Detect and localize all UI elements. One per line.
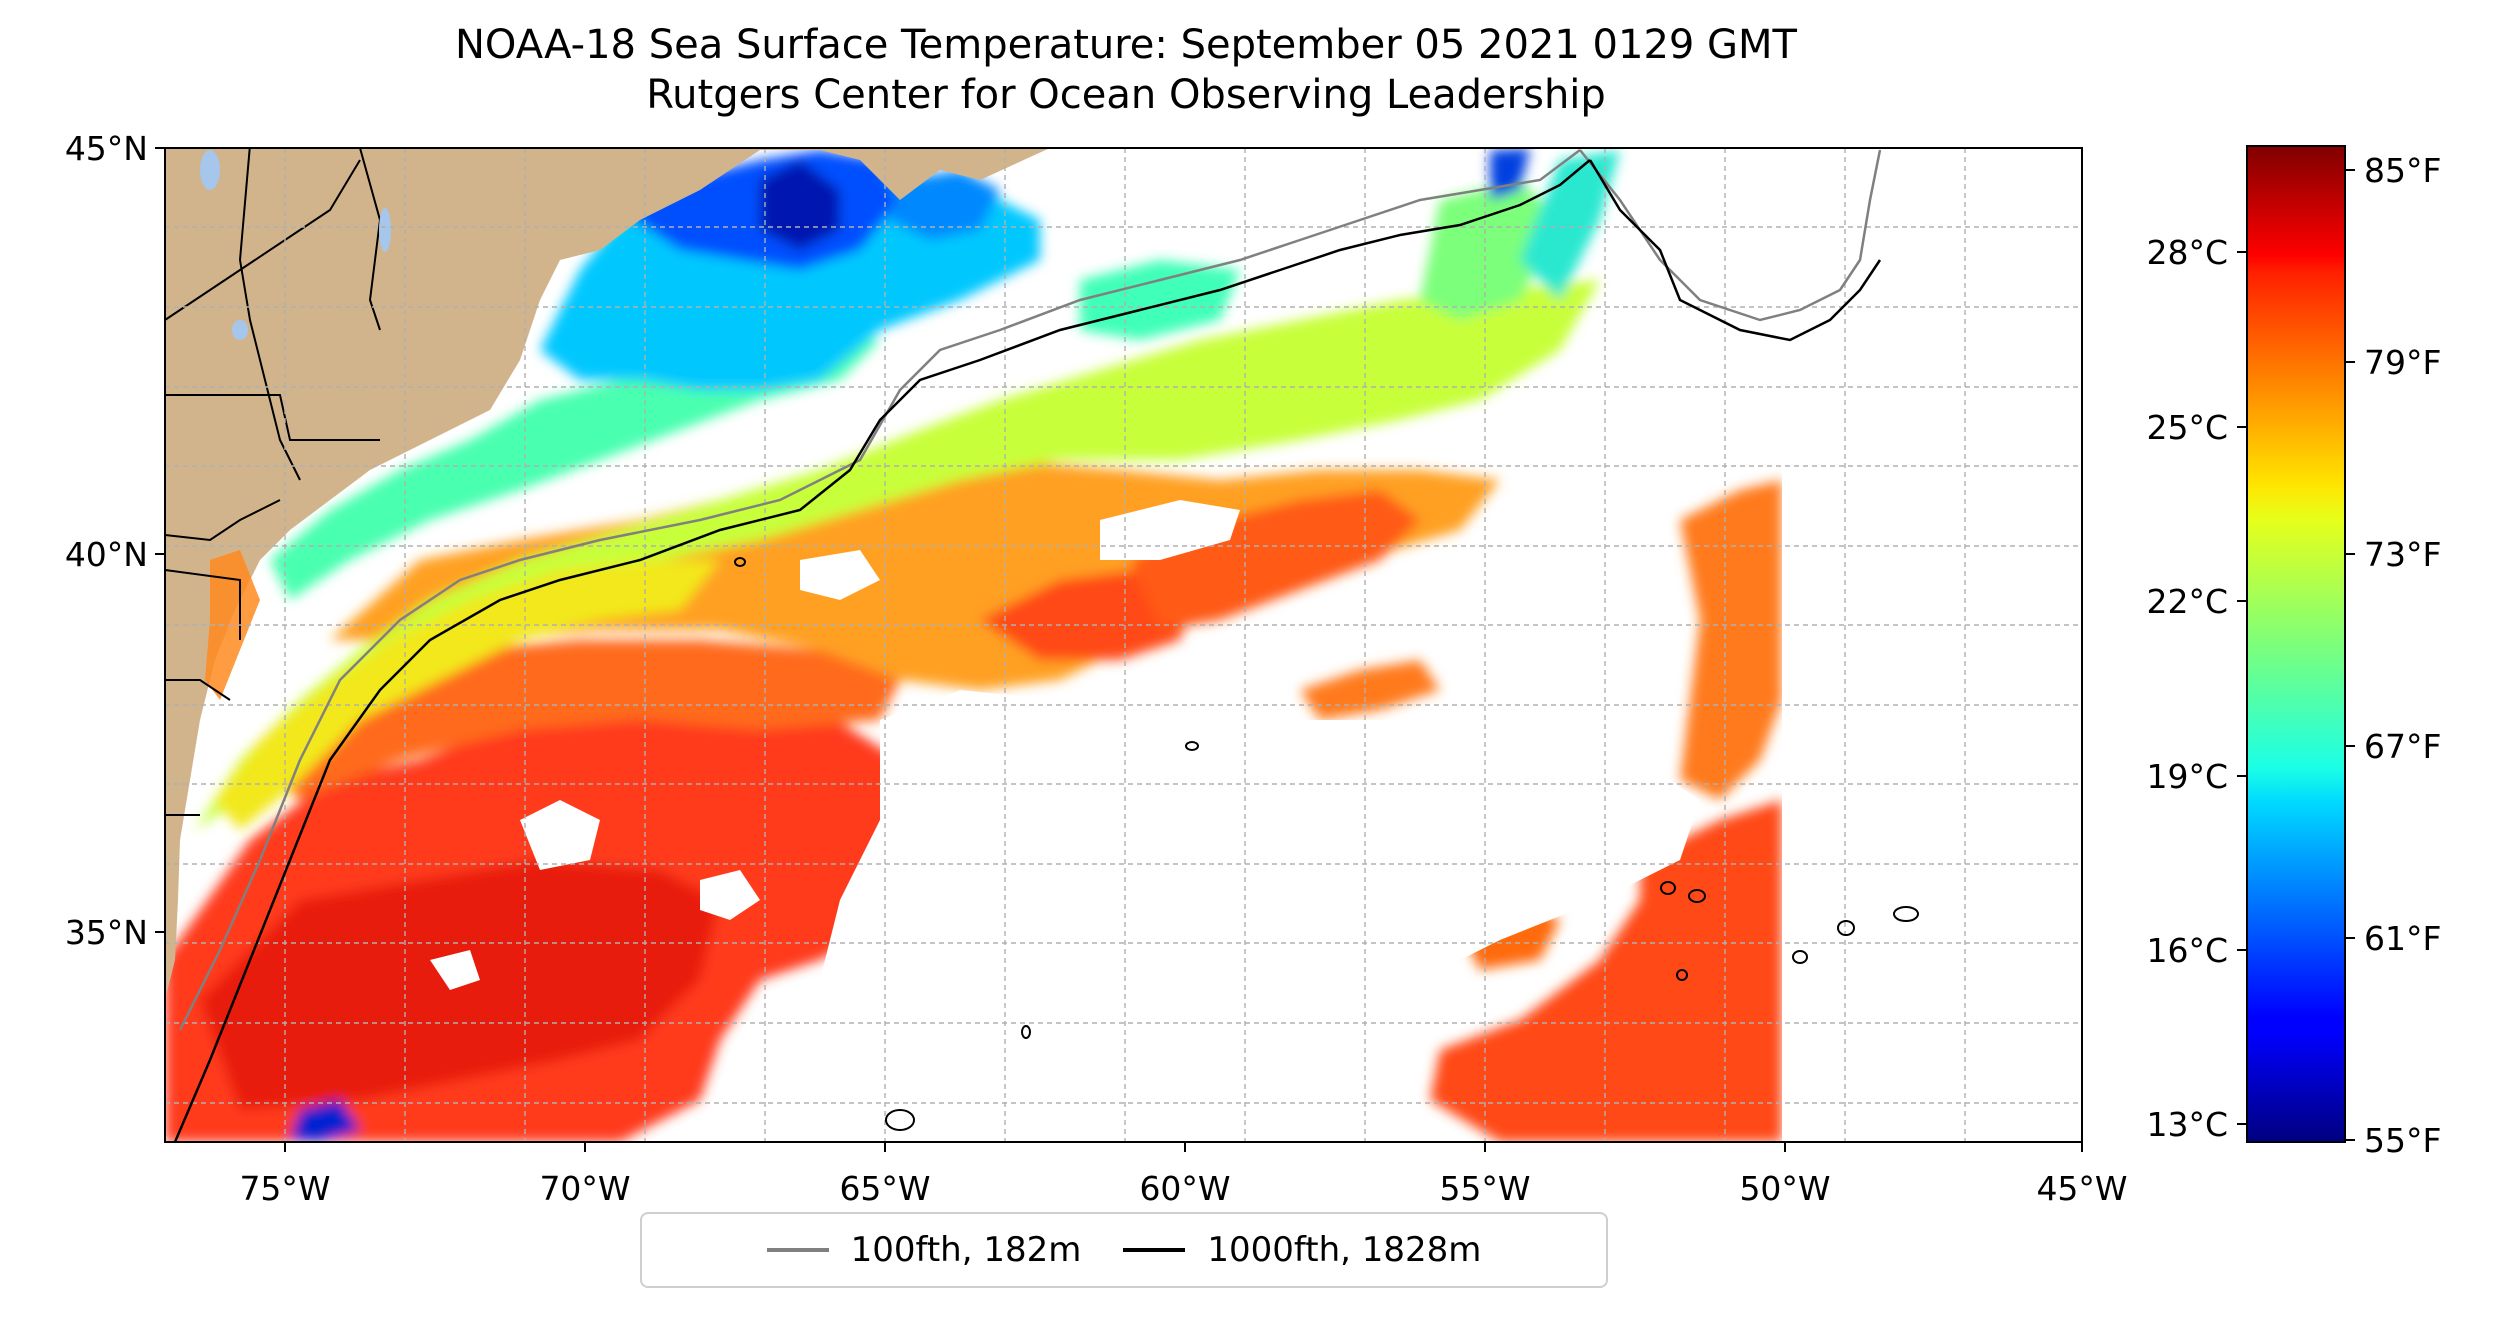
celsius-tick-28: 28°C (2146, 233, 2228, 272)
lon-label-60w: 60°W (1139, 1169, 1230, 1208)
fahrenheit-tick-67: 67°F (2364, 727, 2441, 766)
fahrenheit-tick-79: 79°F (2364, 343, 2441, 382)
lat-label-40n: 40°N (65, 535, 148, 574)
celsius-tick-19: 19°C (2146, 757, 2228, 796)
fahrenheit-tick-55: 55°F (2364, 1121, 2441, 1160)
lon-tick-labels: 75°W 70°W 65°W 60°W 55°W 50°W 45°W (239, 1169, 2127, 1208)
lon-label-45w: 45°W (2036, 1169, 2127, 1208)
fahrenheit-tick-85: 85°F (2364, 151, 2441, 190)
celsius-tick-16: 16°C (2146, 931, 2228, 970)
title-line-1: NOAA-18 Sea Surface Temperature: Septemb… (455, 22, 1797, 68)
lon-tick-marks (284, 1142, 2083, 1152)
lon-label-65w: 65°W (839, 1169, 930, 1208)
map-frame (164, 147, 2083, 1143)
lon-label-55w: 55°W (1439, 1169, 1530, 1208)
legend-line-100fth (766, 1248, 829, 1252)
cloud-gaps (430, 148, 2082, 1142)
lon-label-70w: 70°W (539, 1169, 630, 1208)
map-gridlines (165, 148, 2082, 1142)
celsius-tick-25: 25°C (2146, 408, 2228, 447)
lat-label-35n: 35°N (65, 913, 148, 952)
legend-item-100fth: 100fth, 182m (766, 1230, 1082, 1270)
colorbar-gradient (2246, 145, 2346, 1143)
isobath-legend: 100fth, 182m 1000fth, 1828m (640, 1212, 1608, 1288)
seamounts (734, 557, 1919, 1131)
lat-tick-marks (155, 147, 165, 933)
legend-label-1000fth: 1000fth, 1828m (1207, 1230, 1482, 1270)
colorbar: 28°C 25°C 22°C 19°C 16°C 13°C 85°F 79°F … (2146, 145, 2441, 1160)
colorbar-fahrenheit-labels: 85°F 79°F 73°F 67°F 61°F 55°F (2364, 151, 2441, 1160)
celsius-tick-22: 22°C (2146, 582, 2228, 621)
fahrenheit-tick-73: 73°F (2364, 535, 2441, 574)
lat-label-45n: 45°N (65, 129, 148, 168)
chart-title: NOAA-18 Sea Surface Temperature: Septemb… (165, 20, 2087, 120)
lat-tick-labels: 45°N 40°N 35°N (65, 129, 148, 952)
lakes (200, 150, 391, 340)
fahrenheit-tick-61: 61°F (2364, 919, 2441, 958)
title-line-2: Rutgers Center for Ocean Observing Leade… (646, 72, 1606, 118)
lon-label-50w: 50°W (1739, 1169, 1830, 1208)
legend-label-100fth: 100fth, 182m (850, 1230, 1082, 1270)
colorbar-celsius-labels: 28°C 25°C 22°C 19°C 16°C 13°C (2146, 233, 2228, 1144)
legend-line-1000fth (1123, 1248, 1186, 1252)
legend-item-1000fth: 1000fth, 1828m (1123, 1230, 1481, 1270)
celsius-tick-13: 13°C (2146, 1105, 2228, 1144)
isobath-1000fth (173, 159, 1882, 1142)
lon-label-75w: 75°W (239, 1169, 330, 1208)
map-area (165, 148, 2082, 1142)
